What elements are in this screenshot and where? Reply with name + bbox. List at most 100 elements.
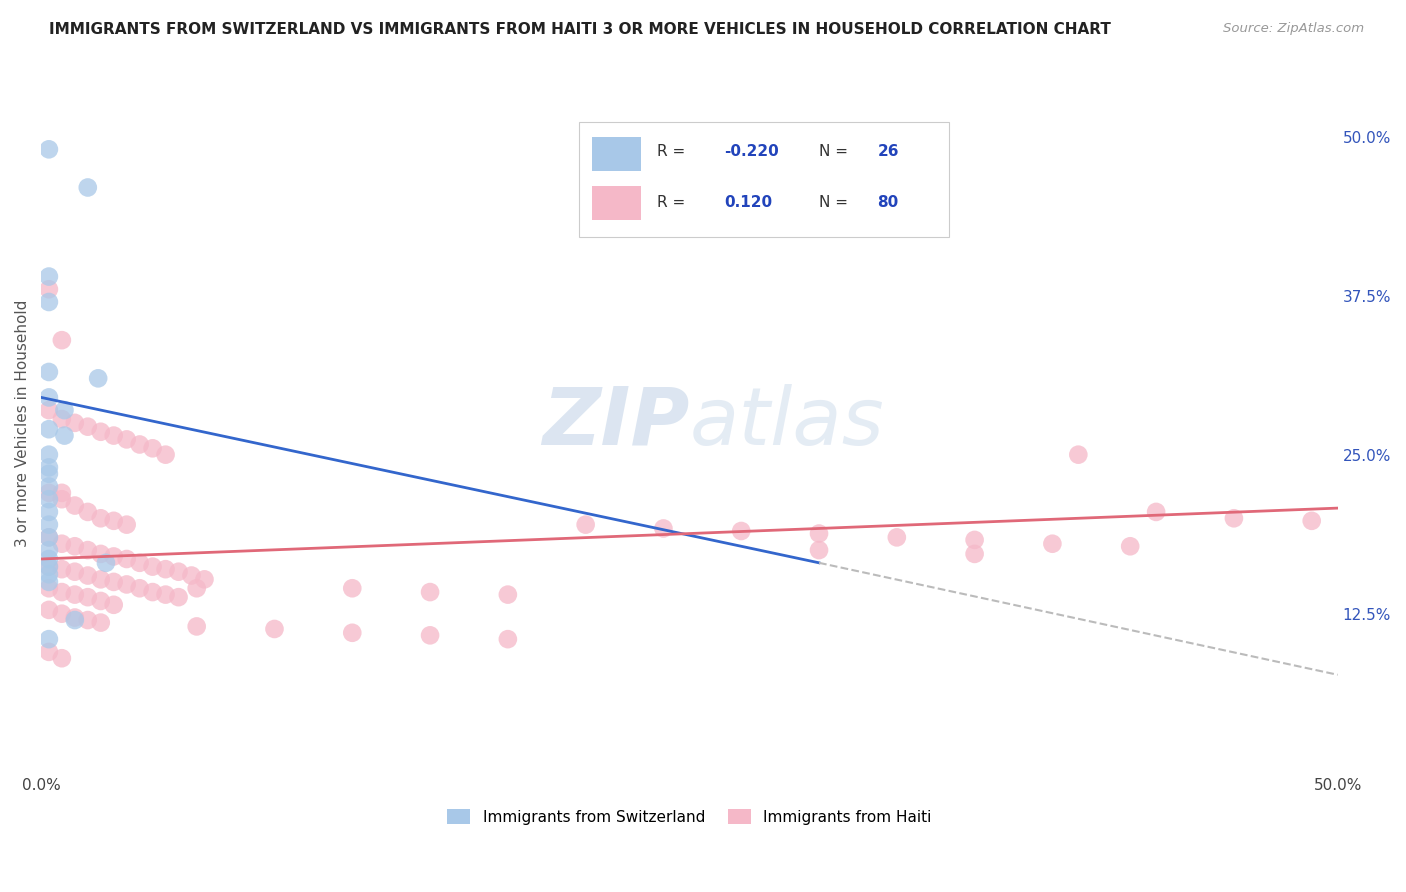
Text: 80: 80: [877, 195, 898, 210]
Point: [115, 433, 138, 447]
Point: [38, 467, 60, 481]
FancyBboxPatch shape: [579, 122, 949, 237]
Point: [76, 419, 98, 434]
Point: [76, 613, 98, 627]
Point: [63, 499, 86, 513]
Point: [38, 530, 60, 544]
Point: [186, 581, 208, 595]
Text: 0.120: 0.120: [724, 195, 772, 210]
Point: [730, 524, 752, 538]
Point: [38, 574, 60, 589]
Text: N =: N =: [820, 144, 853, 159]
Point: [128, 556, 150, 570]
Point: [963, 547, 986, 561]
Point: [575, 517, 598, 532]
Point: [1301, 514, 1323, 528]
Point: [1067, 448, 1090, 462]
Text: atlas: atlas: [689, 384, 884, 462]
Point: [76, 505, 98, 519]
Point: [38, 460, 60, 475]
Point: [38, 448, 60, 462]
Point: [103, 549, 125, 564]
Point: [808, 543, 831, 558]
Legend: Immigrants from Switzerland, Immigrants from Haiti: Immigrants from Switzerland, Immigrants …: [447, 808, 931, 824]
Point: [51, 607, 73, 621]
Point: [63, 539, 86, 553]
Point: [886, 530, 908, 544]
Point: [76, 590, 98, 604]
Point: [103, 574, 125, 589]
Text: R =: R =: [657, 195, 690, 210]
Point: [51, 537, 73, 551]
Point: [38, 479, 60, 493]
Point: [38, 365, 60, 379]
Y-axis label: 3 or more Vehicles in Household: 3 or more Vehicles in Household: [15, 299, 30, 547]
Text: R =: R =: [657, 144, 690, 159]
Point: [63, 565, 86, 579]
Point: [53, 403, 76, 417]
Point: [51, 562, 73, 576]
Point: [342, 581, 364, 595]
Point: [51, 412, 73, 426]
Point: [87, 371, 110, 385]
Text: ZIP: ZIP: [541, 384, 689, 462]
Point: [167, 590, 190, 604]
Point: [51, 585, 73, 599]
Point: [63, 613, 86, 627]
Point: [38, 492, 60, 507]
Point: [38, 552, 60, 566]
Point: [90, 511, 112, 525]
Point: [90, 425, 112, 439]
Point: [76, 568, 98, 582]
Point: [103, 598, 125, 612]
Point: [76, 180, 98, 194]
Point: [263, 622, 285, 636]
Point: [38, 403, 60, 417]
Point: [90, 594, 112, 608]
Point: [38, 486, 60, 500]
Text: -0.220: -0.220: [724, 144, 779, 159]
Point: [155, 588, 177, 602]
Point: [90, 615, 112, 630]
Point: [38, 282, 60, 296]
Point: [963, 533, 986, 547]
Point: [142, 585, 165, 599]
Point: [103, 428, 125, 442]
Point: [180, 568, 202, 582]
Point: [38, 581, 60, 595]
Point: [186, 619, 208, 633]
Point: [38, 517, 60, 532]
Point: [38, 269, 60, 284]
Point: [652, 521, 675, 535]
Point: [51, 333, 73, 347]
FancyBboxPatch shape: [592, 137, 641, 171]
Point: [115, 577, 138, 591]
Point: [76, 543, 98, 558]
Point: [38, 567, 60, 582]
Point: [38, 530, 60, 544]
Point: [38, 295, 60, 310]
Point: [419, 585, 441, 599]
Point: [128, 581, 150, 595]
Point: [38, 543, 60, 558]
Point: [1042, 537, 1064, 551]
Point: [128, 437, 150, 451]
Point: [1144, 505, 1167, 519]
Point: [38, 505, 60, 519]
Point: [38, 422, 60, 436]
Point: [496, 588, 519, 602]
Point: [1223, 511, 1246, 525]
Point: [155, 448, 177, 462]
Point: [167, 565, 190, 579]
Text: Source: ZipAtlas.com: Source: ZipAtlas.com: [1223, 22, 1364, 36]
Point: [142, 442, 165, 456]
Point: [53, 428, 76, 442]
Point: [38, 632, 60, 647]
Text: IMMIGRANTS FROM SWITZERLAND VS IMMIGRANTS FROM HAITI 3 OR MORE VEHICLES IN HOUSE: IMMIGRANTS FROM SWITZERLAND VS IMMIGRANT…: [49, 22, 1111, 37]
Point: [342, 625, 364, 640]
Point: [63, 416, 86, 430]
Point: [94, 556, 117, 570]
Point: [103, 514, 125, 528]
Point: [63, 610, 86, 624]
Text: N =: N =: [820, 195, 853, 210]
